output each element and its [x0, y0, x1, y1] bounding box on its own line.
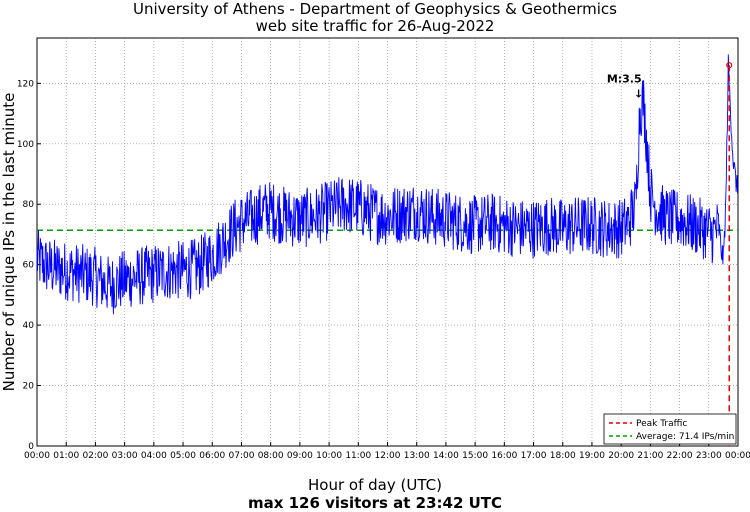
x-tick-label: 15:00 [462, 451, 488, 461]
x-tick-label: 10:00 [316, 451, 342, 461]
x-tick-label: 13:00 [404, 451, 430, 461]
x-tick-label: 05:00 [170, 451, 196, 461]
x-tick-label: 04:00 [141, 451, 167, 461]
x-tick-label: 17:00 [521, 451, 547, 461]
x-tick-label: 23:00 [696, 451, 722, 461]
x-tick-label: 00:00 [725, 451, 750, 461]
y-tick-label: 40 [23, 321, 35, 331]
x-tick-label: 09:00 [287, 451, 313, 461]
y-tick-label: 120 [17, 79, 34, 89]
peak-summary: max 126 visitors at 23:42 UTC [247, 494, 503, 512]
x-tick-label: 00:00 [24, 451, 50, 461]
x-tick-label: 06:00 [199, 451, 225, 461]
x-tick-label: 02:00 [82, 451, 108, 461]
y-axis-ticks: 0 20 40 60 80 100 120 [17, 79, 41, 452]
legend-average-label: Average: 71.4 IPs/min [636, 432, 734, 442]
y-tick-label: 100 [17, 140, 34, 150]
y-tick-label: 60 [23, 261, 35, 271]
legend-peak-label: Peak Traffic [636, 419, 687, 429]
x-tick-label: 22:00 [667, 451, 693, 461]
y-tick-label: 80 [23, 200, 35, 210]
y-axis-label: Number of unique IPs in the last minute [0, 92, 18, 392]
chart-subtitle: web site traffic for 26-Aug-2022 [255, 17, 495, 35]
x-tick-label: 14:00 [433, 451, 459, 461]
quake-annotation-arrow: ↓ [634, 87, 643, 100]
legend: Peak Traffic Average: 71.4 IPs/min [603, 413, 737, 445]
x-tick-label: 21:00 [637, 451, 663, 461]
x-tick-label: 07:00 [228, 451, 254, 461]
x-tick-label: 11:00 [345, 451, 371, 461]
x-tick-label: 20:00 [608, 451, 634, 461]
x-tick-label: 18:00 [550, 451, 576, 461]
y-tick-label: 0 [28, 442, 34, 452]
x-tick-label: 03:00 [112, 451, 138, 461]
chart-title: University of Athens - Department of Geo… [133, 0, 617, 18]
quake-annotation-label: M:3.5 [607, 72, 642, 85]
peak-marker [726, 62, 733, 69]
x-axis-ticks: 00:00 01:00 02:00 03:00 04:00 05:00 06:00 07:00… [24, 442, 750, 461]
y-tick-label: 20 [23, 382, 35, 392]
traffic-series-line [36, 54, 738, 315]
x-tick-label: 01:00 [53, 451, 79, 461]
x-tick-label: 16:00 [491, 451, 517, 461]
x-tick-label: 12:00 [375, 451, 401, 461]
legend-box [603, 413, 737, 445]
x-tick-label: 08:00 [258, 451, 284, 461]
x-tick-label: 19:00 [579, 451, 605, 461]
x-axis-label: Hour of day (UTC) [308, 476, 442, 494]
grid [37, 38, 738, 446]
